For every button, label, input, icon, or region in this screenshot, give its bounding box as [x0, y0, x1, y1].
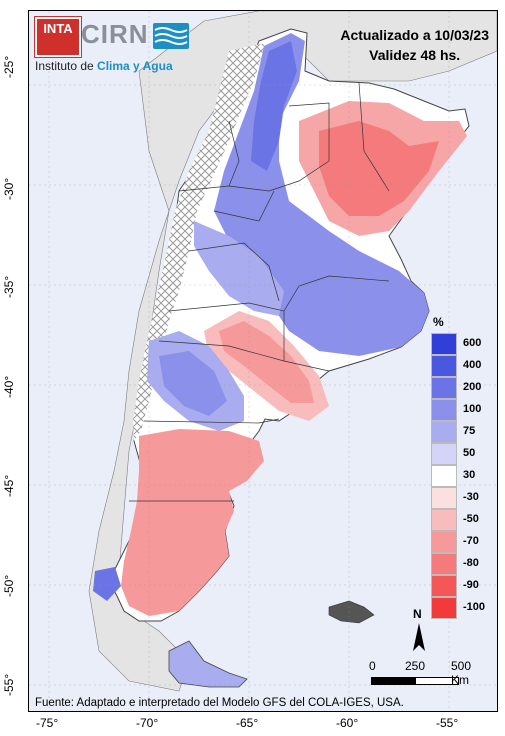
legend-swatch: [431, 333, 457, 355]
legend-swatch: [431, 531, 457, 553]
scale-label: 0: [369, 659, 376, 673]
legend-label: -90: [463, 579, 479, 591]
legend: % 600 400 200 100 75 50 30 -30 -50 -70 -80 -90 -100: [427, 315, 493, 625]
header: Actualizado a 10/03/23 Validez 48 hs.: [340, 25, 489, 65]
institute-name: Instituto de Clima y Agua: [35, 59, 173, 73]
lat-label: -40°: [2, 375, 16, 398]
scale-segment: [415, 677, 459, 685]
cirn-logo: INTA CIRN Instituto de Clima y Agua: [35, 17, 225, 77]
legend-label: 30: [463, 469, 476, 481]
legend-item: -100: [431, 597, 493, 619]
lat-label: -45°: [2, 474, 16, 497]
lat-label: -35°: [2, 275, 16, 298]
legend-label: -70: [463, 535, 479, 547]
legend-label: 400: [463, 359, 482, 371]
institute-accent: Clima y Agua: [97, 59, 173, 73]
legend-item: 50: [431, 443, 493, 465]
lon-label: -70°: [136, 716, 159, 730]
scale-label: 250: [405, 659, 426, 673]
legend-label: 75: [463, 425, 476, 437]
province-borders: [129, 82, 390, 502]
legend-label: 50: [463, 447, 476, 459]
legend-label: -50: [463, 513, 479, 525]
scale-bar: 0 250 500 Km: [365, 659, 485, 699]
scale-label: 500 Km: [451, 659, 472, 687]
cirn-wordmark: CIRN: [81, 19, 149, 49]
legend-label: -100: [463, 601, 486, 613]
legend-swatch: [431, 377, 457, 399]
legend-item: 30: [431, 465, 493, 487]
lat-label: -25°: [2, 55, 16, 78]
neighbor-land: [88, 11, 497, 692]
legend-swatch: [431, 487, 457, 509]
legend-label: 600: [463, 337, 482, 349]
legend-swatch: [431, 553, 457, 575]
wet-zone-southwest: [93, 567, 121, 601]
legend-swatch: [431, 399, 457, 421]
lon-label: -65°: [236, 716, 259, 730]
lon-label: -55°: [436, 716, 459, 730]
legend-item: 400: [431, 355, 493, 377]
legend-item: -30: [431, 487, 493, 509]
legend-item: 600: [431, 333, 493, 355]
legend-item: 75: [431, 421, 493, 443]
inta-logo: INTA: [35, 17, 81, 57]
legend-item: -90: [431, 575, 493, 597]
legend-label: -80: [463, 557, 479, 569]
map-frame: INTA CIRN Instituto de Clima y Agua Actu…: [28, 10, 498, 712]
lat-label: -50°: [2, 574, 16, 597]
legend-item: -70: [431, 531, 493, 553]
legend-item: -80: [431, 553, 493, 575]
wet-zone-west: [194, 221, 284, 316]
legend-swatch: [431, 509, 457, 531]
legend-item: -50: [431, 509, 493, 531]
tierra-del-fuego: [168, 640, 248, 688]
water-waves-icon: [153, 23, 189, 49]
lat-label: -30°: [2, 177, 16, 200]
legend-label: 200: [463, 381, 482, 393]
scale-segment: [371, 677, 415, 685]
lon-label: -75°: [36, 716, 59, 730]
malvinas: [328, 600, 375, 624]
validity: Validez 48 hs.: [369, 47, 461, 63]
legend-item: 100: [431, 399, 493, 421]
lon-label: -60°: [336, 716, 359, 730]
andes-hatch: [133, 43, 265, 441]
institute-prefix: Instituto de: [35, 59, 98, 73]
lat-label: -55°: [2, 673, 16, 696]
legend-swatch: [431, 443, 457, 465]
updated-date: Actualizado a 10/03/23: [340, 27, 489, 43]
north-label: N: [413, 607, 422, 621]
legend-swatch: [431, 465, 457, 487]
legend-swatch: [431, 421, 457, 443]
dry-zone-patagonia: [121, 429, 264, 616]
legend-label: 100: [463, 403, 482, 415]
grid: [29, 11, 497, 711]
legend-swatch: [431, 575, 457, 597]
legend-item: 200: [431, 377, 493, 399]
legend-unit: %: [433, 315, 444, 329]
wet-zone-core: [251, 41, 297, 171]
legend-swatch: [431, 355, 457, 377]
north-arrow-icon: [413, 623, 425, 651]
wet-zone-patagonia-core: [159, 351, 227, 416]
map-canvas: [29, 11, 497, 711]
dry-zone-central-core: [219, 321, 314, 403]
source-note: Fuente: Adaptado e interpretado del Mode…: [35, 697, 404, 709]
legend-label: -30: [463, 491, 479, 503]
legend-swatch: [431, 597, 457, 619]
